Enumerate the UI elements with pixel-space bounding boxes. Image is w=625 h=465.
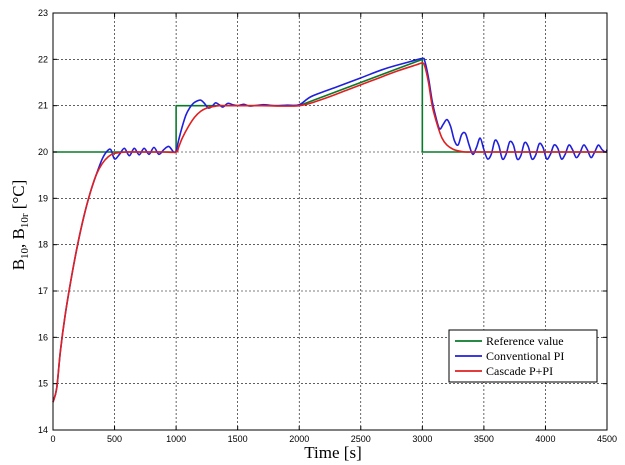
y-tick-label: 18 (38, 240, 48, 250)
series-line-conventional-pi (52, 57, 608, 403)
legend-label-reference-value: Reference value (486, 334, 564, 348)
legend-label-conventional-pi: Conventional PI (486, 349, 564, 363)
y-tick-labels: 14 15 16 17 18 19 20 21 22 23 (38, 8, 48, 435)
y-tick-label: 20 (38, 147, 48, 157)
plot-frame (52, 12, 608, 431)
x-tick-label: 500 (107, 434, 122, 444)
y-tick-label: 17 (38, 286, 48, 296)
x-tick-label: 4000 (535, 434, 555, 444)
y-tick-label: 19 (38, 193, 48, 203)
x-axis-title: Time [s] (304, 443, 361, 462)
x-tick-label: 2000 (289, 434, 309, 444)
y-tick-label: 16 (38, 332, 48, 342)
x-tick-label: 3500 (474, 434, 494, 444)
series-layer (52, 57, 608, 403)
y-tick-label: 15 (38, 379, 48, 389)
legend-label-cascade-p-pi: Cascade P+PI (486, 364, 553, 378)
x-tick-labels: 0 500 1000 1500 2000 2500 3000 3500 4000 4500 (50, 434, 617, 444)
x-tick-label: 3000 (412, 434, 432, 444)
y-axis-title-sub1: 10 (19, 247, 31, 259)
series-line-cascade-p-pi (52, 62, 607, 403)
y-axis-title-b1: B (9, 259, 28, 270)
y-tick-label: 14 (38, 425, 48, 435)
x-tick-label: 1000 (166, 434, 186, 444)
y-axis-title-sub2: 10r (19, 213, 31, 228)
x-tick-label: 1500 (228, 434, 248, 444)
y-tick-label: 23 (38, 8, 48, 18)
x-tick-label: 0 (50, 434, 55, 444)
y-tick-label: 21 (38, 101, 48, 111)
x-tick-label: 4500 (597, 434, 617, 444)
y-axis-title-sep: , B (9, 228, 28, 248)
tick-marks (52, 12, 608, 431)
y-axis-title-unit: [°C] (9, 180, 28, 214)
y-tick-label: 22 (38, 54, 48, 64)
y-axis-title: B10, B10r [°C] (9, 180, 31, 271)
x-tick-label: 2500 (351, 434, 371, 444)
